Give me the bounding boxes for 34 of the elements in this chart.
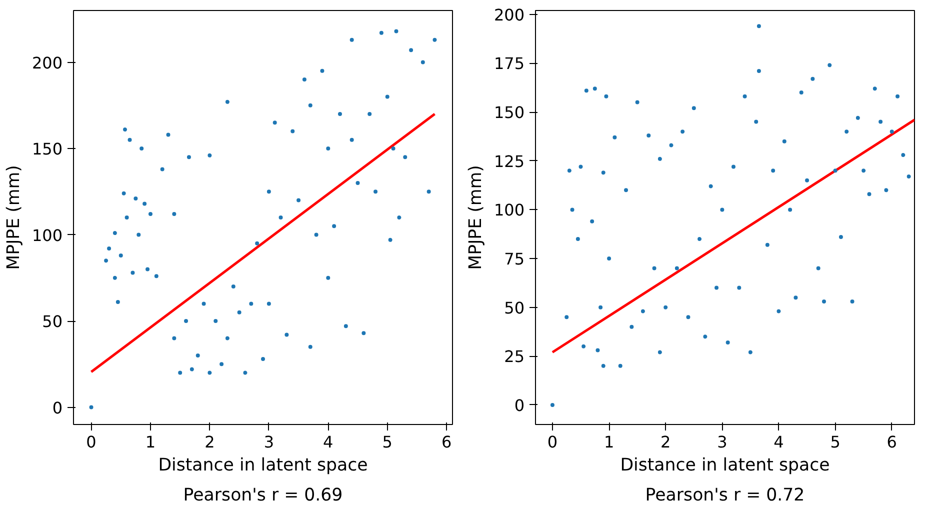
x-tick-label: 3 (264, 432, 274, 452)
y-axis-title: MPJPE (mm) (466, 165, 486, 270)
x-tick-label: 2 (660, 432, 671, 452)
x-tick-label: 4 (774, 432, 784, 452)
x-tick-label: 4 (323, 432, 334, 452)
y-tick-label: 0 (52, 398, 63, 418)
y-tick-label: 125 (494, 152, 525, 171)
y-tick-label: 150 (494, 103, 525, 122)
x-tick-label: 5 (382, 432, 392, 452)
x-tick-label: 3 (717, 432, 728, 452)
x-tick-label: 0 (547, 432, 558, 452)
y-tick-label: 50 (42, 312, 62, 331)
x-tick-label: 2 (204, 432, 215, 452)
x-axis-title: Distance in latent space (620, 456, 830, 476)
y-tick-label: 150 (32, 140, 63, 158)
x-tick-label: 5 (830, 432, 840, 452)
x-tick-label: 6 (441, 432, 452, 452)
y-tick-label: 75 (504, 250, 524, 269)
y-tick-label: 25 (504, 347, 524, 366)
y-tick-label: 50 (504, 298, 524, 318)
text: Pearson's r = 0.69 (183, 486, 343, 506)
y-tick-label: 100 (494, 200, 525, 220)
y-tick-label: 100 (32, 226, 63, 245)
x-axis-title: Distance in latent space (158, 456, 368, 476)
x-tick-label: 6 (886, 432, 897, 452)
x-tick-label: 1 (145, 432, 156, 452)
y-axis-title: MPJPE (mm) (4, 165, 24, 270)
x-tick-label: 1 (604, 432, 614, 452)
y-tick-label: 175 (494, 54, 525, 74)
y-tick-label: 200 (32, 53, 63, 72)
y-tick-label: 0 (514, 396, 525, 415)
text: Pearson's r = 0.72 (645, 486, 805, 506)
y-tick-label: 200 (494, 5, 525, 24)
x-tick-label: 0 (86, 432, 96, 452)
